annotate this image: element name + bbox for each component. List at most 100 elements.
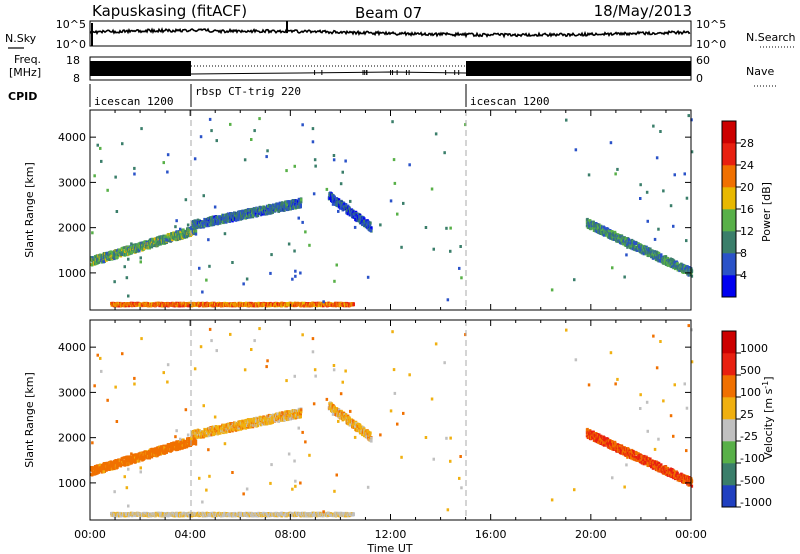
power-point <box>190 232 194 236</box>
power-point <box>207 224 211 228</box>
power-point <box>597 225 601 229</box>
nave-block-2 <box>466 61 691 76</box>
power-point <box>344 203 348 207</box>
power-point <box>311 127 315 131</box>
power-point <box>325 187 329 191</box>
power-point <box>139 256 142 260</box>
velocity-point <box>252 423 255 427</box>
power-point <box>238 216 241 220</box>
power-point <box>389 199 393 203</box>
velocity-point <box>221 426 225 430</box>
power-point <box>231 304 234 308</box>
velocity-point <box>244 426 247 430</box>
power-point <box>210 129 213 133</box>
power-point <box>287 242 291 246</box>
velocity-point <box>164 444 168 448</box>
velocity-point <box>190 437 194 441</box>
power-point <box>178 237 182 241</box>
power-point <box>660 253 663 257</box>
power-point <box>148 246 151 250</box>
power-point <box>211 220 215 224</box>
velocity-point <box>193 436 197 440</box>
power-point <box>252 213 255 217</box>
power-point <box>609 230 612 234</box>
power-point <box>301 123 304 127</box>
power-point <box>333 195 336 199</box>
power-point <box>299 203 302 207</box>
power-point <box>616 167 619 171</box>
power-point <box>158 241 161 244</box>
power-point <box>391 120 394 124</box>
power-point <box>116 255 119 259</box>
power-point <box>207 238 210 242</box>
velocity-point <box>157 447 161 451</box>
power-point <box>115 210 119 213</box>
power-point <box>245 277 249 281</box>
power-point <box>167 239 170 243</box>
power-point <box>202 194 205 198</box>
power-point <box>299 205 302 209</box>
power-point <box>294 274 297 278</box>
cpid-segment-3: icescan 1200 <box>470 95 549 108</box>
velocity-point <box>259 421 262 425</box>
power-point <box>233 216 237 220</box>
power-point <box>614 172 617 176</box>
power-point <box>606 227 610 231</box>
power-point <box>194 219 197 223</box>
power-point <box>690 274 694 278</box>
power-point <box>113 280 116 284</box>
power-point <box>666 256 670 260</box>
power-point <box>215 139 218 143</box>
velocity-point <box>94 472 98 476</box>
power-point <box>268 203 271 207</box>
power-point <box>641 247 644 251</box>
power-point <box>573 278 576 282</box>
power-point <box>127 294 130 298</box>
power-point <box>687 266 691 269</box>
velocity-point <box>230 427 234 431</box>
velocity-point <box>225 430 228 434</box>
power-point <box>368 223 372 227</box>
power-point <box>109 250 113 254</box>
nave-block-1 <box>90 61 191 76</box>
power-point <box>550 288 554 292</box>
velocity-point <box>178 447 182 451</box>
velocity-point <box>124 461 127 464</box>
power-point <box>289 206 293 210</box>
power-point <box>636 248 639 252</box>
nave-tick-top: 60 <box>696 54 710 67</box>
velocity-point <box>179 441 183 445</box>
power-point <box>314 164 317 168</box>
power-point <box>114 175 117 179</box>
power-point <box>667 263 670 267</box>
power-point <box>609 141 613 145</box>
power-y-tick-1: 2000 <box>58 222 86 235</box>
power-point <box>99 253 102 257</box>
power-point <box>91 231 94 235</box>
power-point <box>213 205 217 209</box>
velocity-point <box>147 451 151 455</box>
power-point <box>662 189 665 193</box>
power-point <box>164 234 168 238</box>
velocity-point <box>150 455 154 459</box>
power-point <box>96 143 99 147</box>
power-point <box>270 253 273 257</box>
power-point <box>459 245 462 248</box>
power-point <box>108 258 111 261</box>
power-point <box>265 209 269 213</box>
velocity-point <box>154 448 157 452</box>
power-point <box>366 275 370 279</box>
power-point <box>686 272 689 276</box>
power-point <box>657 257 660 261</box>
power-point <box>595 230 599 234</box>
power-point <box>676 262 679 266</box>
power-point <box>660 255 664 259</box>
velocity-point <box>186 444 189 448</box>
velocity-point <box>209 428 212 432</box>
power-point <box>639 183 642 187</box>
power-point <box>346 212 350 216</box>
power-point <box>605 233 608 237</box>
power-point <box>587 173 591 177</box>
power-point <box>221 216 225 220</box>
power-point <box>627 244 631 248</box>
